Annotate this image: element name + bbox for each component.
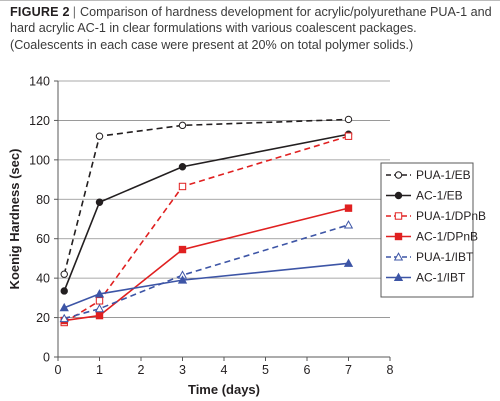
series-line	[63, 118, 349, 275]
data-point	[178, 163, 187, 171]
y-tick-label: 80	[36, 193, 50, 207]
series-pua-1-ibt	[59, 220, 354, 323]
data-point	[95, 297, 104, 305]
series-line	[63, 262, 349, 309]
legend-label: PUA-1/DPnB	[416, 209, 486, 223]
data-point	[344, 132, 353, 140]
legend-label: AC-1/IBT	[416, 271, 466, 285]
data-point	[344, 115, 353, 124]
x-axis-title: Time (days)	[188, 382, 260, 397]
legend-marker	[393, 252, 404, 261]
legend: PUA-1/EB AC-1/EB PUA-1/DPnB AC-1/DPnB PUA-1/…	[380, 162, 486, 298]
x-tick-label: 4	[221, 363, 228, 377]
x-tick-label: 0	[55, 363, 62, 377]
series-line	[64, 207, 349, 322]
x-tick-label: 6	[304, 363, 311, 377]
legend-label: AC-1/EB	[416, 189, 463, 203]
legend-marker	[394, 232, 403, 241]
data-point	[344, 204, 353, 212]
y-tick-label: 60	[36, 232, 50, 246]
series-lines	[59, 115, 354, 327]
x-tick-label: 7	[345, 363, 352, 377]
series-ac-1-eb	[60, 130, 353, 295]
data-point	[177, 275, 188, 284]
legend-marker	[394, 191, 403, 200]
legend-item: PUA-1/IBT	[386, 250, 474, 264]
y-tick-label: 20	[36, 311, 50, 325]
legend-marker	[394, 171, 403, 179]
legend-item: AC-1/IBT	[386, 271, 466, 285]
y-tick-label: 140	[29, 75, 50, 89]
caption-separator: |	[72, 5, 76, 19]
data-point	[178, 182, 187, 191]
caption-text: Comparison of hardness development for a…	[10, 5, 492, 52]
legend-box	[380, 162, 474, 298]
data-point	[94, 289, 105, 298]
x-tick-label: 2	[138, 363, 145, 377]
y-axis-title: Koenig Hardness (sec)	[7, 149, 22, 290]
figure-caption: FIGURE 2 | Comparison of hardness developm…	[10, 4, 492, 53]
data-point	[95, 198, 104, 206]
legend-marker	[393, 272, 404, 282]
data-point	[59, 313, 69, 323]
data-point	[343, 258, 354, 267]
series-line	[63, 135, 349, 324]
legend-label: PUA-1/EB	[416, 168, 471, 182]
data-point	[178, 245, 187, 254]
data-point	[94, 303, 105, 313]
tick-labels: 0 20 40 60 80 100 120 140 0 1 2 3 4 5 6 7 8	[29, 75, 393, 378]
legend-label: AC-1/DPnB	[416, 230, 478, 244]
legend-item: PUA-1/DPnB	[386, 209, 486, 223]
x-tick-label: 5	[262, 363, 269, 377]
data-point	[60, 287, 68, 295]
x-tick-label: 8	[387, 363, 394, 377]
data-point	[95, 311, 104, 320]
data-point	[60, 270, 68, 278]
axes	[54, 80, 391, 361]
legend-marker	[394, 212, 403, 220]
series-ac-1-ibt	[59, 258, 354, 312]
data-point	[343, 220, 354, 229]
data-point	[178, 121, 187, 130]
legend-item: AC-1/EB	[386, 189, 463, 203]
x-tick-label: 3	[179, 363, 186, 377]
x-tick-label: 1	[96, 363, 103, 377]
y-tick-label: 100	[29, 153, 50, 167]
legend-item: AC-1/DPnB	[386, 230, 478, 244]
legend-label: PUA-1/IBT	[416, 250, 474, 264]
y-tick-label: 120	[29, 114, 50, 128]
y-tick-label: 40	[36, 272, 50, 286]
series-pua-1-eb	[60, 115, 353, 278]
series-line	[63, 133, 349, 292]
data-point	[59, 302, 69, 312]
top-rule	[0, 0, 500, 1]
data-point	[95, 132, 104, 140]
legend-item: PUA-1/EB	[386, 168, 471, 182]
series-line	[64, 224, 349, 320]
y-tick-label: 0	[43, 351, 50, 365]
figure-label: FIGURE 2	[10, 5, 70, 19]
